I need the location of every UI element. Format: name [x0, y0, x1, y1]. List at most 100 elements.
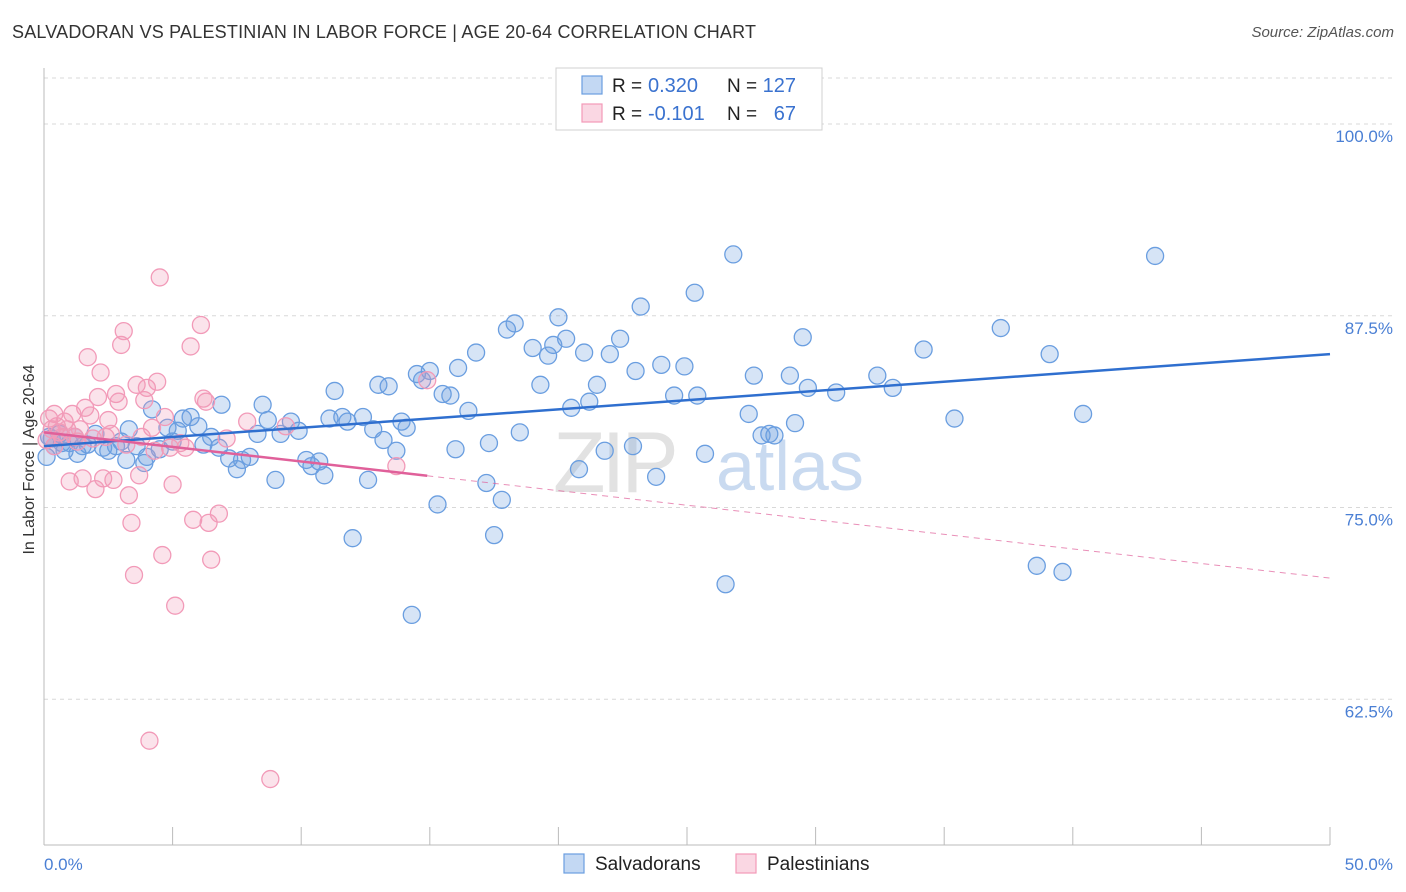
palestinian-point	[99, 410, 118, 430]
n-label: N =	[727, 104, 757, 125]
salvadoran-point	[315, 466, 334, 485]
series-palestinians	[37, 268, 437, 789]
palestinian-point	[209, 504, 229, 523]
salvadoran-point	[587, 375, 607, 394]
palestinian-point	[142, 418, 162, 437]
palestinian-point	[119, 486, 139, 505]
source-label: Source: ZipAtlas.com	[1251, 24, 1394, 41]
palestinian-point	[109, 392, 128, 411]
salvadoran-point	[428, 495, 447, 514]
salvadoran-point	[1027, 556, 1046, 575]
y-axis-label: In Labor Force | Age 20-64	[21, 364, 38, 554]
salvadoran-point	[531, 375, 550, 394]
salvadoran-point	[646, 467, 666, 486]
palestinian-point	[114, 321, 133, 341]
palestinian-point	[150, 268, 169, 287]
palestinian-point	[73, 469, 92, 488]
salvadoran-point	[402, 605, 421, 625]
palestinian-point	[132, 427, 151, 447]
legend-swatch	[563, 853, 585, 874]
y-tick-label: 87.5%	[1345, 319, 1393, 338]
r-label: R =	[612, 104, 642, 125]
salvadoran-point	[353, 407, 373, 427]
salvadoran-point	[716, 575, 735, 594]
palestinian-point	[163, 475, 182, 494]
salvadoran-point	[253, 395, 272, 414]
salvadoran-point	[1053, 562, 1072, 582]
salvadoran-point	[1145, 246, 1165, 266]
palestinian-point	[112, 335, 131, 355]
palestinian-point	[181, 337, 200, 356]
palestinian-point	[81, 406, 100, 425]
palestinian-point	[140, 731, 159, 750]
legend-label: Salvadorans	[595, 854, 701, 875]
trend-line	[43, 431, 428, 478]
salvadoran-point	[652, 355, 671, 375]
palestinian-point	[88, 387, 108, 407]
palestinian-point	[387, 456, 406, 476]
salvadoran-point	[724, 245, 743, 264]
trend-line	[43, 352, 1331, 448]
salvadoran-point	[623, 437, 643, 456]
salvadoran-point	[569, 460, 589, 479]
salvadoran-point	[484, 525, 504, 545]
r-label: R =	[612, 76, 642, 97]
salvadoran-point	[441, 386, 460, 405]
salvadoran-point	[1040, 344, 1059, 364]
y-tick-label: 100.0%	[1335, 127, 1393, 146]
palestinian-point	[261, 769, 280, 789]
x-tick-label: 50.0%	[1345, 855, 1393, 874]
salvadoran-point	[538, 346, 558, 365]
salvadoran-point	[358, 470, 378, 490]
r-value: -0.101	[648, 103, 705, 125]
palestinian-point	[184, 510, 203, 529]
salvadoran-point	[556, 329, 576, 348]
salvadoran-point	[827, 383, 846, 402]
series-legend: Salvadorans Palestinians	[563, 853, 869, 875]
salvadoran-point	[412, 371, 432, 390]
palestinian-point	[199, 513, 218, 533]
salvadoran-point	[765, 426, 784, 445]
palestinian-point	[70, 420, 90, 439]
y-tick-label: 75.0%	[1345, 511, 1393, 530]
salvadoran-point	[595, 441, 614, 460]
salvadoran-point	[739, 404, 758, 424]
salvadoran-point	[523, 338, 542, 358]
series-salvadorans	[37, 245, 1165, 625]
salvadoran-point	[325, 381, 344, 401]
salvadoran-point	[227, 460, 247, 479]
stats-legend-box	[555, 67, 823, 131]
legend-swatch	[735, 853, 757, 874]
salvadoran-point	[117, 450, 136, 470]
salvadoran-point	[780, 366, 800, 385]
salvadoran-point	[446, 440, 465, 459]
salvadoran-point	[448, 358, 468, 378]
salvadoran-point	[479, 433, 499, 453]
salvadoran-point	[945, 409, 964, 428]
salvadoran-point	[798, 378, 818, 398]
n-value: 127	[763, 75, 796, 97]
stats-legend: R = 0.320 N = 127 R = -0.101 N = 67	[555, 67, 823, 131]
salvadoran-point	[574, 343, 594, 362]
n-label: N =	[727, 76, 757, 97]
palestinian-point	[153, 545, 172, 565]
salvadoran-point	[610, 329, 630, 348]
palestinian-point	[104, 470, 123, 490]
watermark-atlas: atlas	[716, 427, 864, 505]
salvadoran-point	[258, 410, 277, 430]
palestinian-point	[191, 315, 211, 335]
salvadoran-point	[793, 328, 812, 347]
salvadoran-point	[549, 308, 568, 327]
x-tick-label: 0.0%	[44, 855, 83, 874]
legend-swatch	[581, 103, 603, 123]
salvadoran-point	[631, 297, 650, 316]
salvadoran-point	[466, 343, 486, 362]
salvadoran-point	[744, 366, 764, 385]
palestinian-point	[276, 417, 295, 436]
salvadoran-point	[181, 407, 200, 427]
chart-title: SALVADORAN VS PALESTINIAN IN LABOR FORCE…	[12, 22, 757, 42]
salvadoran-point	[266, 470, 285, 490]
salvadoran-point	[695, 444, 715, 463]
salvadoran-point	[685, 283, 704, 302]
